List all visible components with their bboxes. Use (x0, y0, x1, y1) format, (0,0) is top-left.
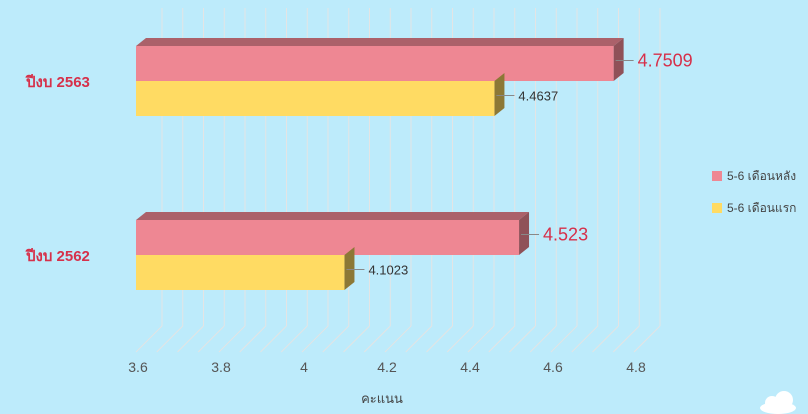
floor-gridline (177, 325, 204, 353)
legend-item[interactable]: 5-6 เดือนแรก (712, 201, 796, 215)
x-tick-label: 4.6 (543, 359, 563, 375)
floor-gridline (280, 325, 308, 353)
floor-gridline (343, 325, 370, 353)
bar-layer (136, 38, 624, 290)
floor-gridline (550, 325, 578, 353)
x-tick-label: 3.8 (211, 359, 231, 375)
bar-front-face (136, 220, 520, 255)
x-tick-label: 4.8 (626, 359, 646, 375)
floor-gridline (384, 325, 412, 353)
floor-gridline (218, 325, 246, 353)
floor-gridline (322, 325, 350, 353)
bar-side-face (613, 38, 624, 81)
legend-swatch (712, 171, 722, 181)
floor-gridline (363, 325, 391, 353)
x-tick-label: 4.4 (460, 359, 480, 375)
floor-gridline (426, 325, 453, 353)
bar-front-face (136, 255, 345, 290)
legend-label: 5-6 เดือนหลัง (727, 169, 796, 183)
bar-side-face (519, 212, 530, 255)
floor-gridline (135, 325, 163, 353)
category-label: ปีงบ 2563 (25, 74, 90, 91)
bar-front-face (136, 46, 614, 81)
floor-gridline (509, 325, 536, 353)
floor-gridline (612, 325, 640, 353)
bar-first-1[interactable] (136, 247, 355, 290)
x-tick-label: 3.6 (128, 359, 148, 375)
grid-layer (135, 8, 661, 353)
floor-gridline (156, 325, 184, 353)
legend-item[interactable]: 5-6 เดือนหลัง (712, 169, 796, 183)
bar-front-face (136, 81, 495, 116)
x-tick-label: 4 (300, 359, 308, 375)
floor-gridline (529, 325, 557, 353)
floor-gridline (633, 325, 661, 353)
bar-side-face (344, 247, 355, 290)
label-layer: 4.7509 4.4637 ปีงบ 2563 4.523 4.1023 ปีงบ 256… (25, 51, 693, 278)
x-tick-label: 4.2 (377, 359, 397, 375)
floor-gridline (239, 325, 267, 353)
value-label: 4.523 (543, 225, 588, 245)
bar-later-1[interactable] (136, 212, 530, 255)
floor-gridline (405, 325, 433, 353)
legend-swatch (712, 203, 722, 213)
floor-gridline (197, 325, 225, 353)
value-label: 4.4637 (518, 89, 558, 104)
bar-top-face (136, 212, 530, 220)
floor-gridline (488, 325, 516, 353)
tick-layer: 3.6 3.8 4 4.2 4.4 4.6 4.8 (128, 359, 646, 375)
value-label: 4.1023 (368, 263, 408, 278)
category-label: ปีงบ 2562 (25, 248, 90, 265)
x-axis-title: คะแนน (361, 391, 403, 406)
floor-gridline (592, 325, 619, 353)
cloud-icon (760, 391, 796, 414)
floor-gridline (301, 325, 329, 353)
legend-label: 5-6 เดือนแรก (727, 201, 796, 215)
floor-gridline (571, 325, 599, 353)
bar-top-face (136, 38, 624, 46)
floor-gridline (467, 325, 495, 353)
bar-side-face (494, 73, 505, 116)
floor-gridline (446, 325, 474, 353)
value-label: 4.7509 (638, 51, 693, 71)
bar-later-0[interactable] (136, 38, 624, 81)
bar-first-0[interactable] (136, 73, 505, 116)
floor-gridline (260, 325, 287, 353)
legend[interactable]: 5-6 เดือนหลัง 5-6 เดือนแรก (712, 169, 796, 215)
